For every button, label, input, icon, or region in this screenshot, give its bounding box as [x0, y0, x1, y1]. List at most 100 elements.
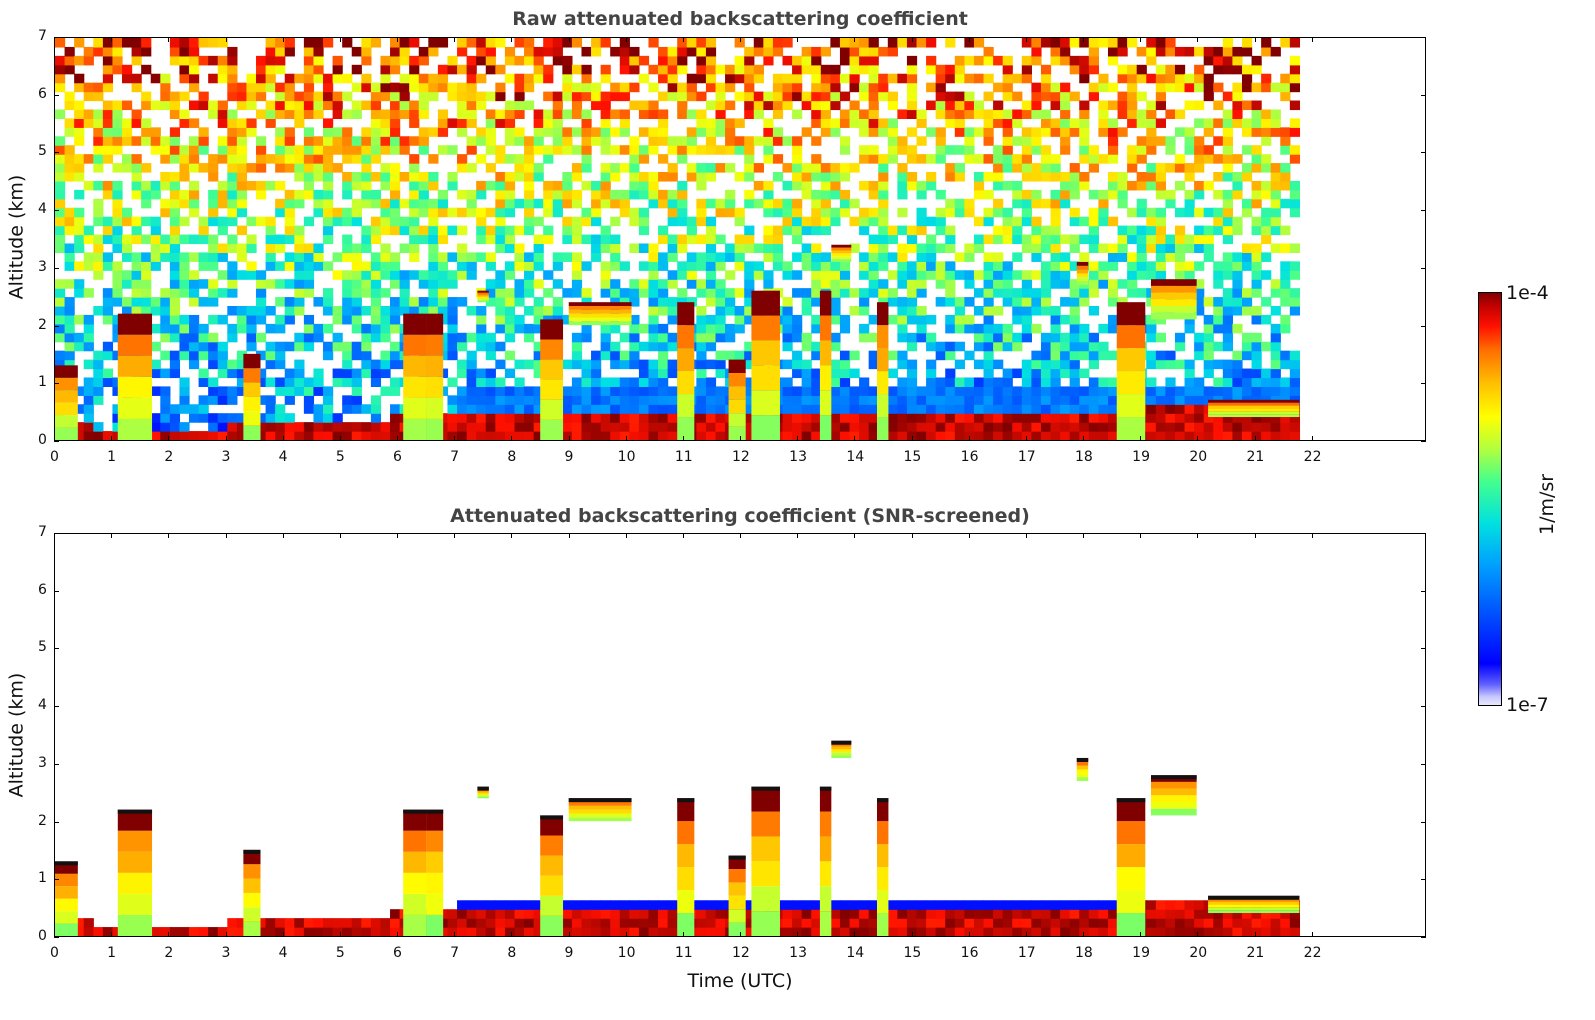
heatmap-cell [485, 91, 496, 102]
heatmap-cell [1136, 46, 1147, 57]
heatmap-cell [246, 314, 257, 325]
heatmap-cell [179, 261, 190, 271]
heatmap-cell [1136, 118, 1147, 128]
heatmap-cell [457, 189, 468, 200]
heatmap-cell [792, 927, 803, 936]
heatmap-cell [1270, 109, 1281, 119]
heatmap-cell [725, 73, 736, 84]
heatmap-cell [744, 82, 755, 93]
heatmap-cell [495, 243, 506, 253]
heatmap-cell [868, 180, 879, 191]
heatmap-cell [916, 900, 927, 910]
heatmap-cell [74, 82, 85, 93]
cloud-feature [243, 864, 261, 879]
heatmap-cell [1222, 306, 1234, 316]
heatmap-cell [390, 198, 401, 209]
heatmap-cell [1261, 252, 1272, 262]
heatmap-cell [839, 55, 851, 66]
heatmap-cell [476, 207, 487, 218]
heatmap-cell [1194, 413, 1205, 423]
heatmap-cell [217, 189, 228, 200]
heatmap-cell [74, 207, 85, 218]
heatmap-cell [859, 395, 870, 405]
heatmap-cell [849, 900, 860, 910]
heatmap-cell [160, 82, 171, 93]
heatmap-cell [1155, 900, 1167, 910]
heatmap-cell [504, 118, 516, 128]
heatmap-cell [945, 297, 956, 307]
heatmap-cell [1213, 909, 1224, 919]
heatmap-cell [74, 314, 85, 325]
heatmap-cell [342, 189, 353, 200]
heatmap-cell [1040, 368, 1052, 379]
heatmap-cell [1194, 136, 1205, 146]
heatmap-cell [792, 172, 803, 182]
heatmap-cell [370, 261, 382, 271]
heatmap-cell [380, 109, 391, 119]
heatmap-cell [332, 270, 343, 280]
heatmap-cell [571, 377, 583, 387]
heatmap-cell [849, 918, 860, 928]
heatmap-cell [638, 927, 650, 936]
heatmap-cell [284, 163, 295, 173]
cloud-feature [877, 394, 889, 418]
heatmap-cell [1194, 909, 1205, 919]
heatmap-cell [1031, 82, 1042, 93]
heatmap-cell [284, 261, 295, 271]
heatmap-cell [102, 46, 114, 57]
x-tick-mark [1311, 533, 1313, 538]
heatmap-cell [1222, 118, 1234, 128]
heatmap-cell [859, 145, 870, 155]
heatmap-cell [878, 234, 889, 245]
heatmap-cell [1136, 288, 1147, 298]
heatmap-cell [610, 927, 621, 936]
heatmap-cell [351, 100, 362, 111]
heatmap-cell [772, 261, 784, 271]
heatmap-cell [294, 118, 305, 128]
heatmap-cell [236, 127, 248, 137]
x-tick-mark [1197, 436, 1199, 441]
heatmap-cell [1213, 279, 1224, 289]
heatmap-cell [55, 73, 66, 84]
heatmap-cell [543, 198, 554, 209]
heatmap-cell [830, 314, 841, 325]
heatmap-cell [418, 91, 429, 102]
heatmap-cell [782, 73, 793, 84]
heatmap-cell [849, 368, 860, 379]
heatmap-cell [1098, 38, 1109, 48]
heatmap-cell [600, 38, 611, 48]
heatmap-cell [1079, 927, 1090, 936]
heatmap-cell [725, 243, 736, 253]
heatmap-cell [131, 163, 142, 173]
heatmap-cell [696, 413, 707, 423]
heatmap-cell [323, 225, 334, 236]
heatmap-cell [849, 431, 860, 440]
heatmap-cell [1155, 100, 1167, 111]
heatmap-cell [246, 127, 257, 137]
heatmap-cell [323, 216, 334, 227]
heatmap-cell [772, 109, 784, 119]
heatmap-cell [1174, 270, 1186, 280]
heatmap-cell [466, 38, 477, 48]
heatmap-cell [198, 261, 209, 271]
heatmap-cell [313, 198, 324, 209]
heatmap-cell [744, 100, 755, 111]
heatmap-cell [466, 252, 477, 262]
heatmap-cell [102, 216, 114, 227]
heatmap-cell [169, 422, 181, 432]
cloud-feature [117, 914, 153, 936]
heatmap-cell [390, 377, 401, 387]
heatmap-cell [1107, 180, 1119, 191]
heatmap-cell [591, 252, 602, 262]
heatmap-cell [342, 927, 353, 936]
heatmap-cell [1050, 270, 1061, 280]
cloud-feature [1116, 798, 1146, 822]
heatmap-cell [447, 323, 458, 334]
heatmap-cell [418, 279, 429, 289]
y-tick-mark [54, 937, 59, 938]
heatmap-cell [1222, 359, 1234, 370]
heatmap-cell [552, 306, 563, 316]
heatmap-cell [1069, 323, 1080, 334]
heatmap-cell [390, 270, 401, 280]
heatmap-cell [1060, 55, 1071, 66]
